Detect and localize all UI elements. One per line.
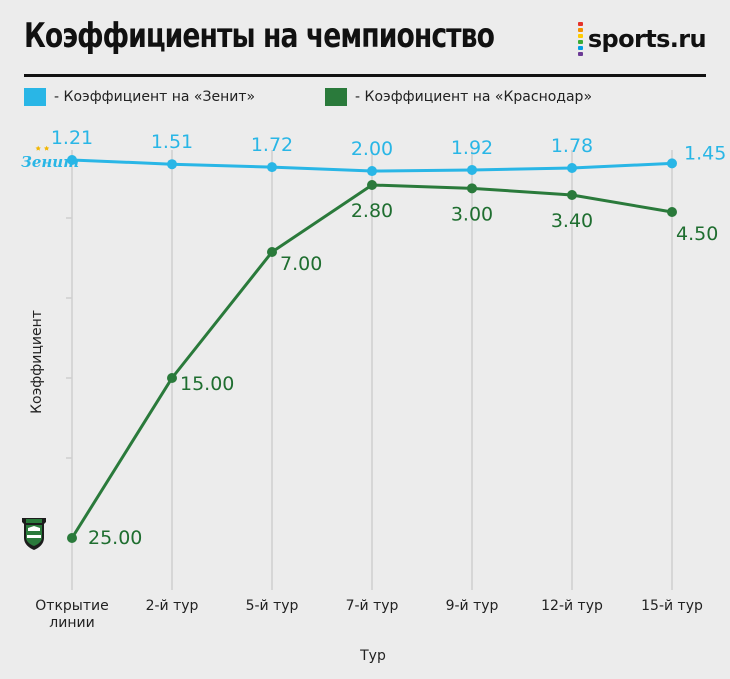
title-rule xyxy=(24,74,706,77)
chart-title: Коэффициенты на чемпионство xyxy=(24,16,495,56)
data-label-zenit: 1.72 xyxy=(251,134,293,156)
brand-dot xyxy=(577,34,583,38)
brand-dot xyxy=(577,46,583,50)
brand-dots-icon xyxy=(577,22,584,56)
brand-dot xyxy=(577,22,583,26)
data-point-zenit xyxy=(167,159,177,170)
legend: - Коэффициент на «Зенит» - Коэффициент н… xyxy=(24,88,714,110)
legend-swatch-krasnodar xyxy=(325,88,347,106)
data-point-zenit xyxy=(667,158,677,169)
legend-item-krasnodar: - Коэффициент на «Краснодар» xyxy=(325,88,592,106)
brand-text: sports.ru xyxy=(587,25,707,53)
data-label-krasnodar: 2.80 xyxy=(351,200,393,222)
x-tick-label: 5-й тур xyxy=(246,598,299,614)
data-point-krasnodar xyxy=(267,247,277,257)
legend-item-zenit: - Коэффициент на «Зенит» xyxy=(24,88,255,106)
legend-label-krasnodar: - Коэффициент на «Краснодар» xyxy=(355,89,593,105)
data-point-krasnodar xyxy=(67,533,77,543)
data-label-zenit: 1.21 xyxy=(51,127,93,149)
data-label-zenit: 1.51 xyxy=(151,131,193,153)
data-label-krasnodar: 15.00 xyxy=(180,373,234,395)
x-axis-title: Тур xyxy=(359,648,386,664)
svg-text:Зенит: Зенит xyxy=(21,153,79,171)
data-point-zenit xyxy=(367,166,377,177)
brand-logo: sports.ru xyxy=(577,22,707,56)
data-point-krasnodar xyxy=(367,180,377,190)
x-tick-label: 2-й тур xyxy=(146,598,199,614)
data-label-krasnodar: 25.00 xyxy=(88,527,142,549)
data-label-zenit: 1.45 xyxy=(684,142,726,164)
data-point-krasnodar xyxy=(467,183,477,194)
x-tick-label: 12-й тур xyxy=(541,598,603,614)
legend-swatch-zenit xyxy=(24,88,46,106)
series-layer: 1.21 1.51 1.72 2.00 1.92 1.78 1.45 25.00 15.00 7.… xyxy=(51,127,726,549)
grid xyxy=(66,150,673,590)
header: Коэффициенты на чемпионство sports.ru xyxy=(0,0,730,78)
data-label-krasnodar: 3.00 xyxy=(451,203,493,225)
krasnodar-logo-icon xyxy=(22,518,46,550)
data-point-zenit xyxy=(567,162,577,173)
x-tick-label: 9-й тур xyxy=(446,598,499,614)
brand-dot xyxy=(577,40,583,44)
data-point-krasnodar xyxy=(667,207,677,217)
x-tick-label: 7-й тур xyxy=(346,598,399,614)
data-point-zenit xyxy=(67,155,77,165)
brand-dot xyxy=(577,28,583,32)
data-label-zenit: 2.00 xyxy=(351,138,393,160)
x-tick-labels: Открытие линии 2-й тур 5-й тур 7-й тур 9-й ту… xyxy=(35,598,703,631)
data-point-zenit xyxy=(267,162,277,173)
data-label-zenit: 1.78 xyxy=(551,135,593,157)
data-point-krasnodar xyxy=(567,190,577,200)
data-label-krasnodar: 4.50 xyxy=(676,223,718,245)
x-tick-label: Открытие линии xyxy=(35,598,108,631)
data-label-krasnodar: 3.40 xyxy=(551,210,593,232)
legend-label-zenit: - Коэффициент на «Зенит» xyxy=(54,89,256,105)
y-axis-title: Коэффициент xyxy=(29,310,45,414)
data-label-krasnodar: 7.00 xyxy=(280,253,322,275)
brand-dot xyxy=(577,52,583,56)
data-point-zenit xyxy=(467,164,477,175)
zenit-logo-icon: Зенит xyxy=(21,145,79,171)
data-point-krasnodar xyxy=(167,373,177,383)
data-label-zenit: 1.92 xyxy=(451,137,493,159)
x-tick-label: 15-й тур xyxy=(641,598,703,614)
